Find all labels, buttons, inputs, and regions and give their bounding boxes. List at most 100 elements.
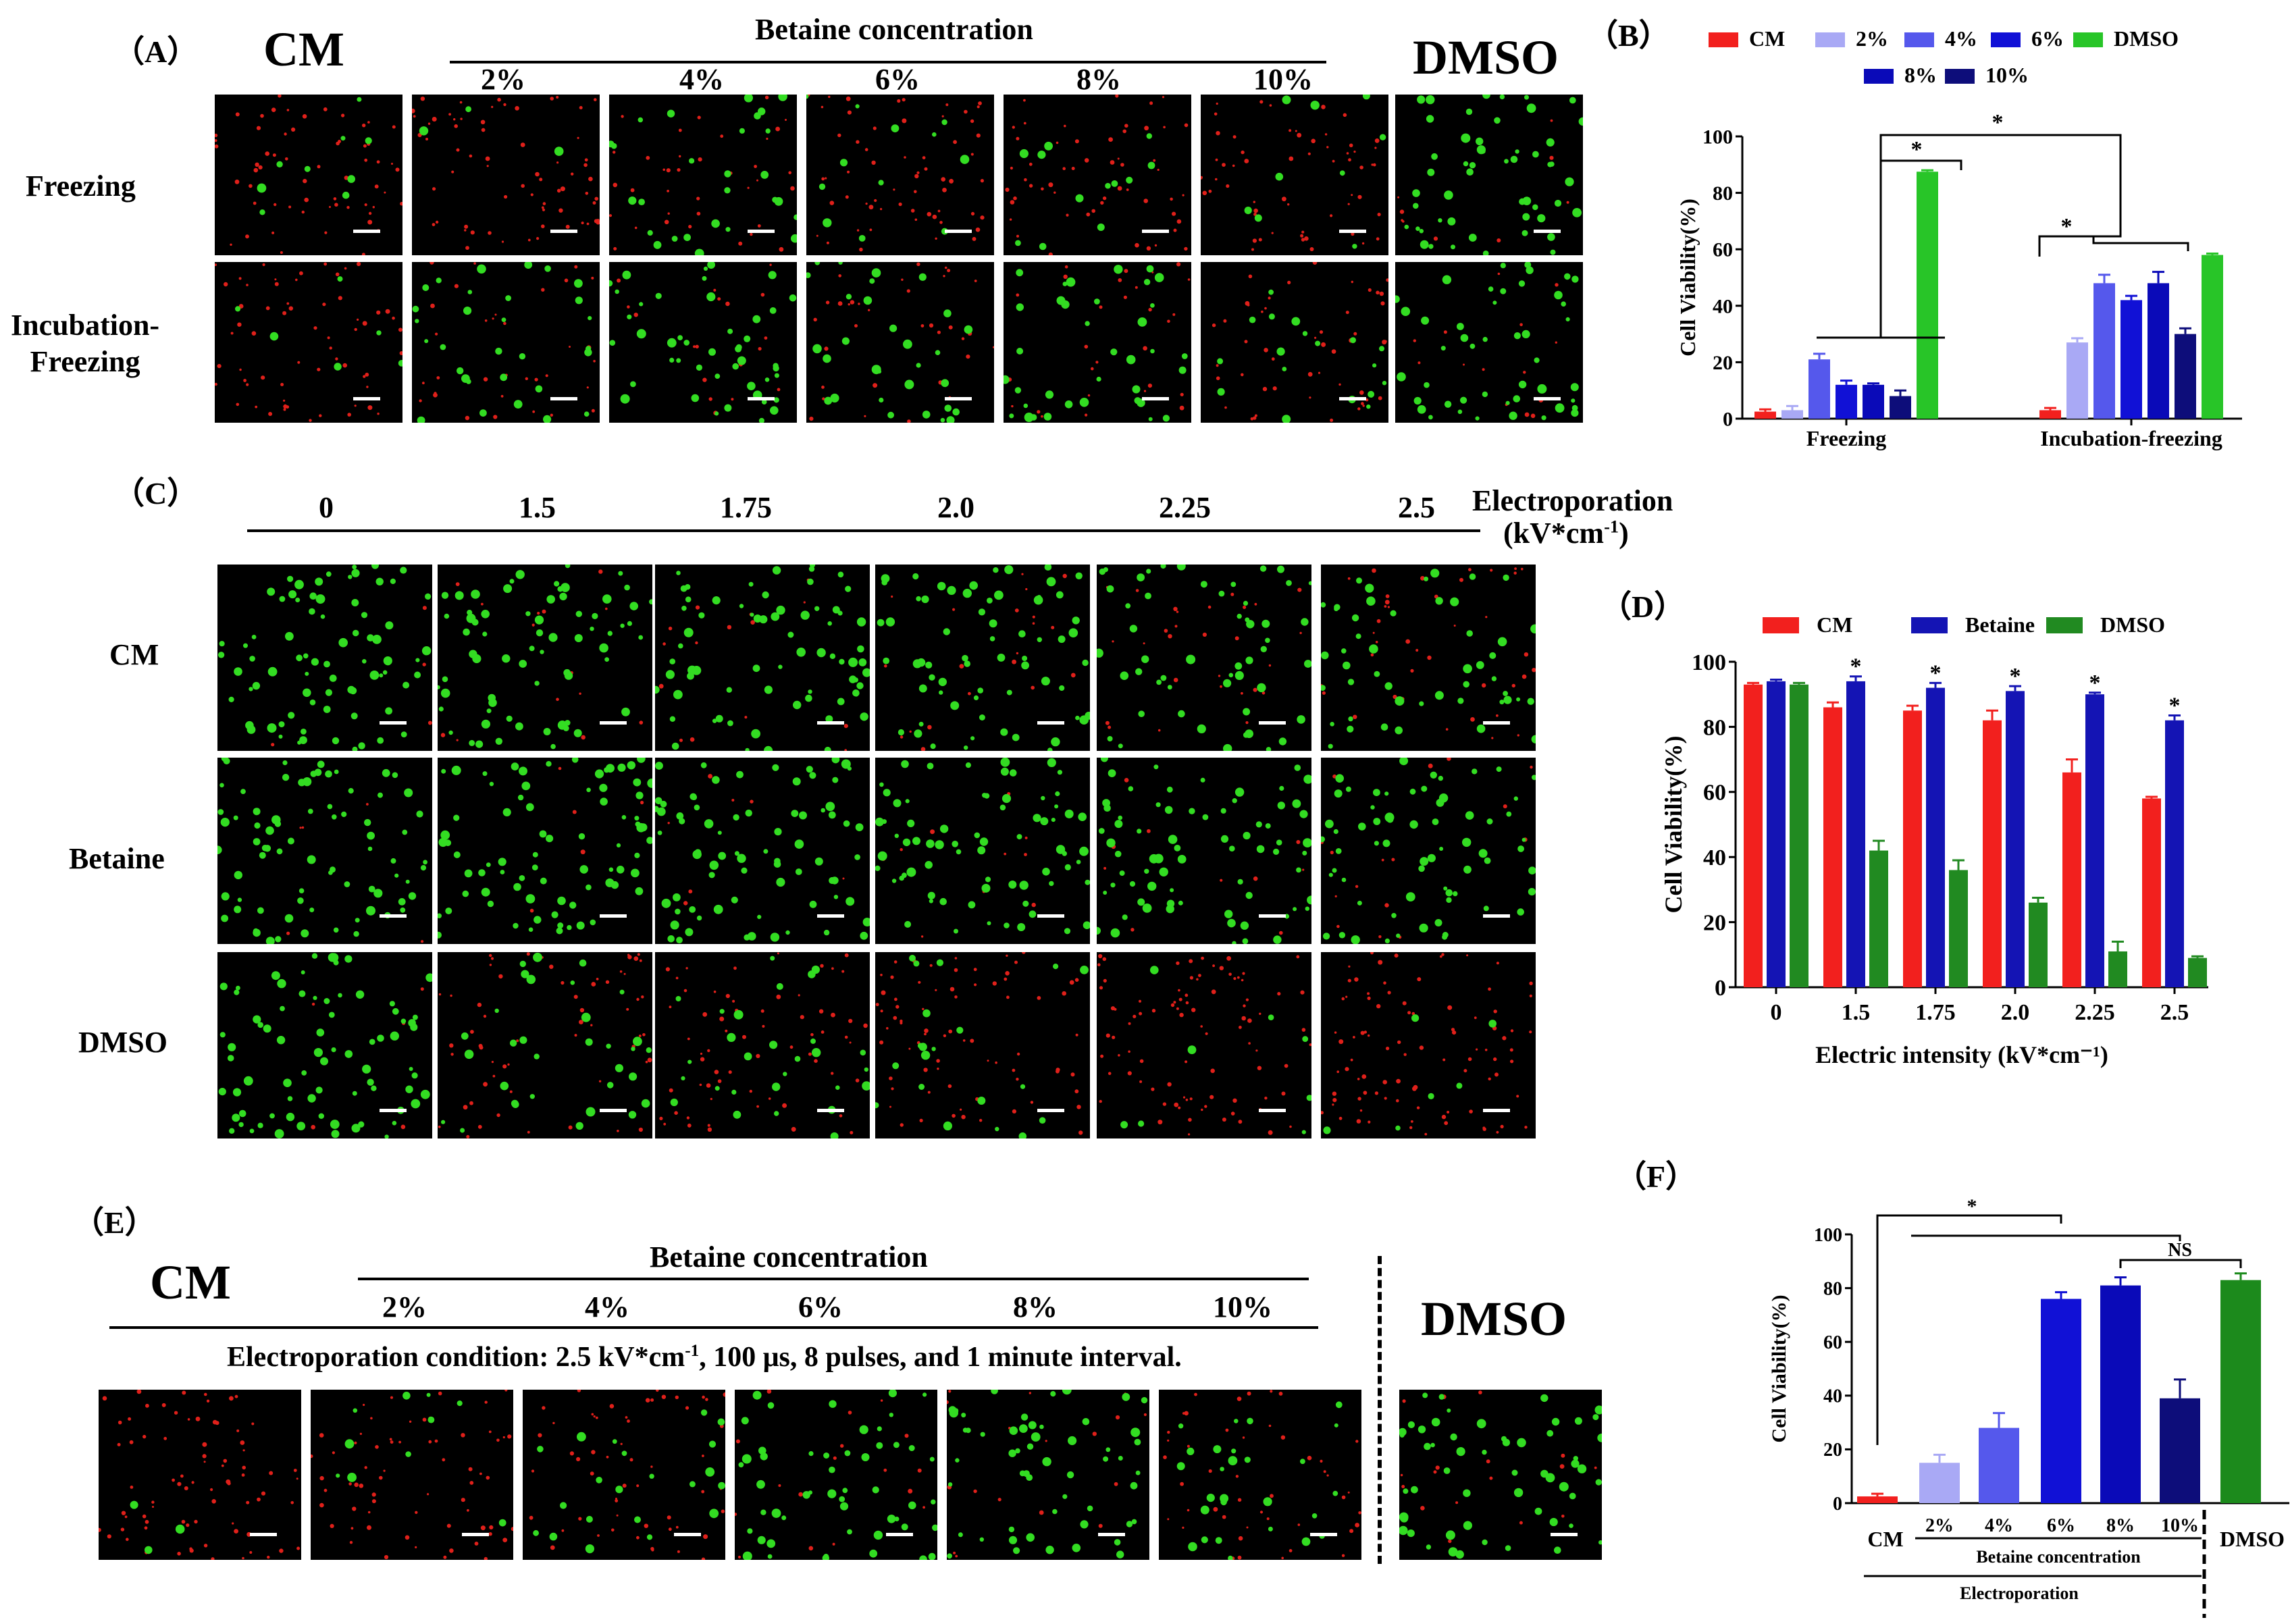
panel-a-row-freezing: Freezing [26, 169, 136, 203]
y-tick-label: 0 [1715, 976, 1726, 1001]
panel-c-micrograph [875, 952, 1090, 1138]
bar-8% [2148, 283, 2169, 419]
legend-label: Betaine [1965, 612, 2035, 637]
y-tick-label: 20 [1823, 1440, 1842, 1461]
scale-bar [1310, 1533, 1337, 1536]
x-tick-label: Incubation-freezing [2040, 426, 2222, 450]
legend-label: DMSO [2100, 612, 2165, 637]
x-tick-label: 2% [1925, 1515, 1954, 1536]
sig-annotation: * [2089, 671, 2101, 696]
panel-e-micrograph [1399, 1390, 1602, 1560]
scale-bar [1037, 914, 1064, 918]
panel-label-d: （D） [1601, 590, 1686, 624]
y-axis-title: Cell Viability(%) [1660, 736, 1687, 914]
panel-a-conc-4: 4% [679, 63, 724, 96]
x-tick-label: 2.0 [2001, 1000, 2030, 1025]
scale-bar [1142, 230, 1169, 233]
sig-bracket [1881, 159, 1962, 170]
bar-10% [2175, 334, 2196, 419]
panel-e-micrograph [947, 1390, 1149, 1560]
y-axis-title: Cell Viability(%) [1675, 199, 1700, 357]
panel-d-bar-chart: CM Betaine DMSO 0 20 40 60 80 100 Cell Viability(… [1660, 612, 2208, 1068]
sig-annotation: * [2169, 693, 2181, 718]
bar-CM [2039, 410, 2061, 419]
legend-swatch [1709, 32, 1738, 47]
sig-annotation: NS [2168, 1240, 2192, 1261]
scale-bar [380, 1109, 407, 1112]
x-tick-label: DMSO [2220, 1527, 2285, 1551]
y-tick-label: 20 [1703, 911, 1726, 936]
y-tick-label: 100 [1692, 650, 1726, 675]
scale-bar [550, 230, 577, 233]
scale-bar [1551, 1533, 1578, 1536]
legend-label: 2% [1856, 26, 1888, 51]
bar-4% [1979, 1427, 2019, 1503]
legend-swatch [1763, 617, 1799, 633]
panel-c-axis-line [247, 529, 1480, 532]
panel-c-micrograph [655, 565, 870, 751]
legend-label: CM [1749, 26, 1785, 51]
panel-c-micrograph [1321, 565, 1536, 751]
panel-c-axis-unit: (kV*cm-1) [1503, 516, 1629, 550]
bar-4% [1808, 359, 1830, 419]
y-tick-label: 60 [1703, 781, 1726, 806]
panel-label-f: （F） [1615, 1159, 1697, 1194]
scale-bar [1534, 230, 1561, 233]
x-tick-label: 1.5 [1842, 1000, 1871, 1025]
panel-a-micrograph [215, 262, 402, 423]
panel-c-micrograph [875, 565, 1090, 751]
legend-swatch [2046, 617, 2083, 633]
bar-Betaine [1767, 681, 1786, 987]
panel-e-cm-heading: CM [150, 1255, 231, 1309]
sig-annotation: * [1992, 110, 2004, 135]
scale-bar [600, 1109, 627, 1112]
scale-bar [1483, 914, 1510, 918]
panel-e-micrograph [99, 1390, 301, 1560]
y-tick-label: 60 [1823, 1332, 1842, 1353]
scale-bar [1142, 397, 1169, 400]
scale-bar [748, 230, 775, 233]
bar-DMSO [2108, 951, 2127, 987]
panel-e-betaine-bracket [358, 1278, 1309, 1280]
bar-2% [2066, 342, 2088, 419]
sig-annotation: * [2061, 214, 2073, 239]
bar-Betaine [2165, 720, 2184, 987]
panel-e-conc-6: 6% [798, 1290, 843, 1324]
panel-a-micrograph [1395, 262, 1583, 423]
panel-e-micrograph [735, 1390, 937, 1560]
x-tick-label: 2.25 [2075, 1000, 2115, 1025]
legend-label: 10% [1985, 63, 2029, 87]
panel-a-micrograph [806, 262, 994, 423]
sig-bracket [1879, 134, 1999, 338]
panel-a-row-incubation: Incubation- Freezing [11, 309, 160, 378]
sig-bracket [2038, 235, 2189, 257]
y-tick-label: 100 [1814, 1225, 1842, 1246]
panel-label-c: （C） [113, 476, 199, 510]
panel-c-micrograph [217, 565, 432, 751]
bar-DMSO [1869, 850, 1888, 987]
panel-c-micrograph [217, 952, 432, 1138]
scale-bar [817, 914, 844, 918]
legend-label: DMSO [2114, 26, 2179, 51]
panel-label-e: （E） [73, 1205, 156, 1240]
panel-c-axis-title: Electroporation [1472, 484, 1673, 517]
panel-c-row-cm: CM [109, 638, 159, 671]
y-tick-label: 0 [1723, 409, 1733, 431]
scale-bar [748, 397, 775, 400]
sig-annotation: * [1930, 660, 1942, 685]
panel-b-bar-chart: CM 2% 4% 6% DMSO 8% 10% 0 20 40 60 80 100 Cell Viabil… [1675, 26, 2242, 450]
panel-e-betaine-heading: Betaine concentration [650, 1240, 928, 1274]
scale-bar [1339, 230, 1366, 233]
panel-a-betaine-heading: Betaine concentration [755, 13, 1033, 46]
scale-bar [1339, 397, 1366, 400]
panel-e-micrograph [311, 1390, 513, 1560]
x-tick-label: 4% [1985, 1515, 2013, 1536]
panel-a-conc-8: 8% [1076, 63, 1121, 96]
panel-c-micrograph [1321, 758, 1536, 944]
scale-bar [353, 397, 380, 400]
panel-label-b: （B） [1587, 18, 1670, 53]
panel-c-micrograph [438, 758, 652, 944]
legend-swatch [1815, 32, 1845, 47]
panel-a-conc-6: 6% [875, 63, 920, 96]
legend-label: CM [1817, 612, 1852, 637]
